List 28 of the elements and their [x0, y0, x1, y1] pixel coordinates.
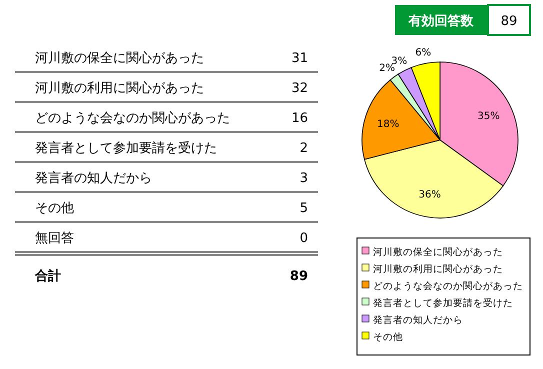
category-label: その他 — [35, 201, 74, 216]
category-label: どのような会なのか関心があった — [35, 110, 230, 126]
data-label: 36% — [418, 190, 441, 201]
category-label: 河川敷の保全に関心があった — [35, 50, 204, 66]
category-label: 無回答 — [35, 231, 74, 246]
chart-subtitle: 89 — [500, 14, 518, 29]
text: 89 — [290, 269, 308, 284]
data-label: 6% — [415, 48, 432, 59]
data-label: 31 — [291, 51, 308, 66]
legend-label: 発言者の知人だから — [373, 314, 463, 326]
category-label: 発言者の知人だから — [35, 170, 152, 186]
chart-title: 有効回答数 — [408, 13, 474, 29]
legend-label: どのような会なのか関心があった — [373, 280, 523, 292]
legend-label: 河川敷の保全に関心があった — [373, 246, 503, 258]
data-label: 2 — [300, 141, 308, 156]
data-label: 0 — [300, 231, 308, 246]
legend-label: 発言者として参加要請を受けた — [373, 297, 513, 309]
data-label: 18% — [376, 119, 400, 130]
legend-label: 河川敷の利用に関心があった — [373, 263, 503, 275]
category-label: 発言者として参加要請を受けた — [35, 140, 217, 156]
legend-label: その他 — [373, 331, 403, 343]
data-label: 32 — [291, 81, 308, 96]
data-label: 5 — [300, 201, 308, 216]
category-label: 河川敷の利用に関心があった — [35, 80, 204, 96]
data-label: 35% — [478, 111, 500, 122]
data-label: 16 — [291, 111, 308, 126]
text: 合計 — [34, 268, 61, 284]
data-label: 3 — [300, 171, 308, 186]
